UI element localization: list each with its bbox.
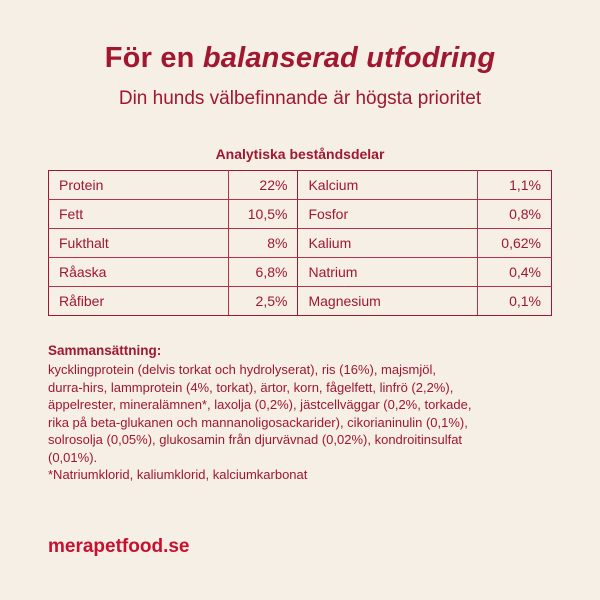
nutrient-name: Protein (48, 170, 229, 200)
nutrient-value: 0,62% (477, 228, 552, 258)
table-row: Fett 10,5% Fosfor 0,8% (48, 199, 552, 229)
nutrient-value: 0,8% (477, 199, 552, 229)
composition-line: durra-hirs, lammprotein (4%, torkat), är… (48, 379, 454, 395)
table-row: Råfiber 2,5% Magnesium 0,1% (48, 286, 552, 316)
analysis-table: Protein 22% Kalcium 1,1% Fett 10,5% Fosf… (48, 170, 552, 316)
page-subtitle: Din hunds välbefinnande är högsta priori… (118, 88, 482, 109)
nutrient-name: Fukthalt (48, 228, 229, 258)
composition-footnote: *Natriumklorid, kaliumklorid, kalciumkar… (48, 467, 308, 482)
composition-text: kycklingprotein (delvis torkat och hydro… (48, 361, 558, 484)
nutrient-name: Fosfor (297, 199, 479, 229)
title-emphasis: balanserad utfodring (202, 42, 496, 74)
page-title: För en balanserad utfodring (0, 42, 600, 75)
nutrient-name: Magnesium (297, 286, 479, 316)
nutrient-name: Natrium (297, 257, 479, 287)
composition-line: kycklingprotein (delvis torkat och hydro… (48, 362, 436, 377)
table-row: Protein 22% Kalcium 1,1% (48, 170, 552, 200)
composition-line: (0,01%). (48, 449, 98, 465)
nutrient-name: Råfiber (48, 286, 229, 316)
nutrient-value: 10,5% (227, 199, 299, 229)
composition-line: rika på beta-glukanen och mannanoligosac… (48, 414, 468, 430)
nutrient-value: 2,5% (227, 286, 299, 316)
nutrient-name: Fett (48, 199, 229, 229)
nutrient-name: Kalium (297, 228, 479, 258)
nutrient-value: 6,8% (227, 257, 299, 287)
composition-line: solrosolja (0,05%), glukosamin från djur… (48, 432, 463, 447)
nutrient-name: Kalcium (297, 170, 479, 200)
nutrient-value: 22% (227, 170, 299, 200)
nutrient-value: 0,1% (477, 286, 552, 316)
nutrient-value: 1,1% (477, 170, 552, 200)
composition-heading: Sammansättning: (48, 343, 162, 358)
composition-line: äppelrester, mineralämnen*, laxolja (0,2… (48, 397, 472, 412)
nutrient-value: 0,4% (477, 257, 552, 287)
nutrient-value: 8% (227, 228, 299, 258)
analysis-table-title: Analytiska beståndsdelar (215, 146, 385, 162)
nutrient-name: Råaska (48, 257, 229, 287)
title-prefix: För en (104, 42, 203, 74)
table-row: Fukthalt 8% Kalium 0,62% (48, 228, 552, 258)
website-link[interactable]: merapetfood.se (48, 536, 190, 557)
table-row: Råaska 6,8% Natrium 0,4% (48, 257, 552, 287)
